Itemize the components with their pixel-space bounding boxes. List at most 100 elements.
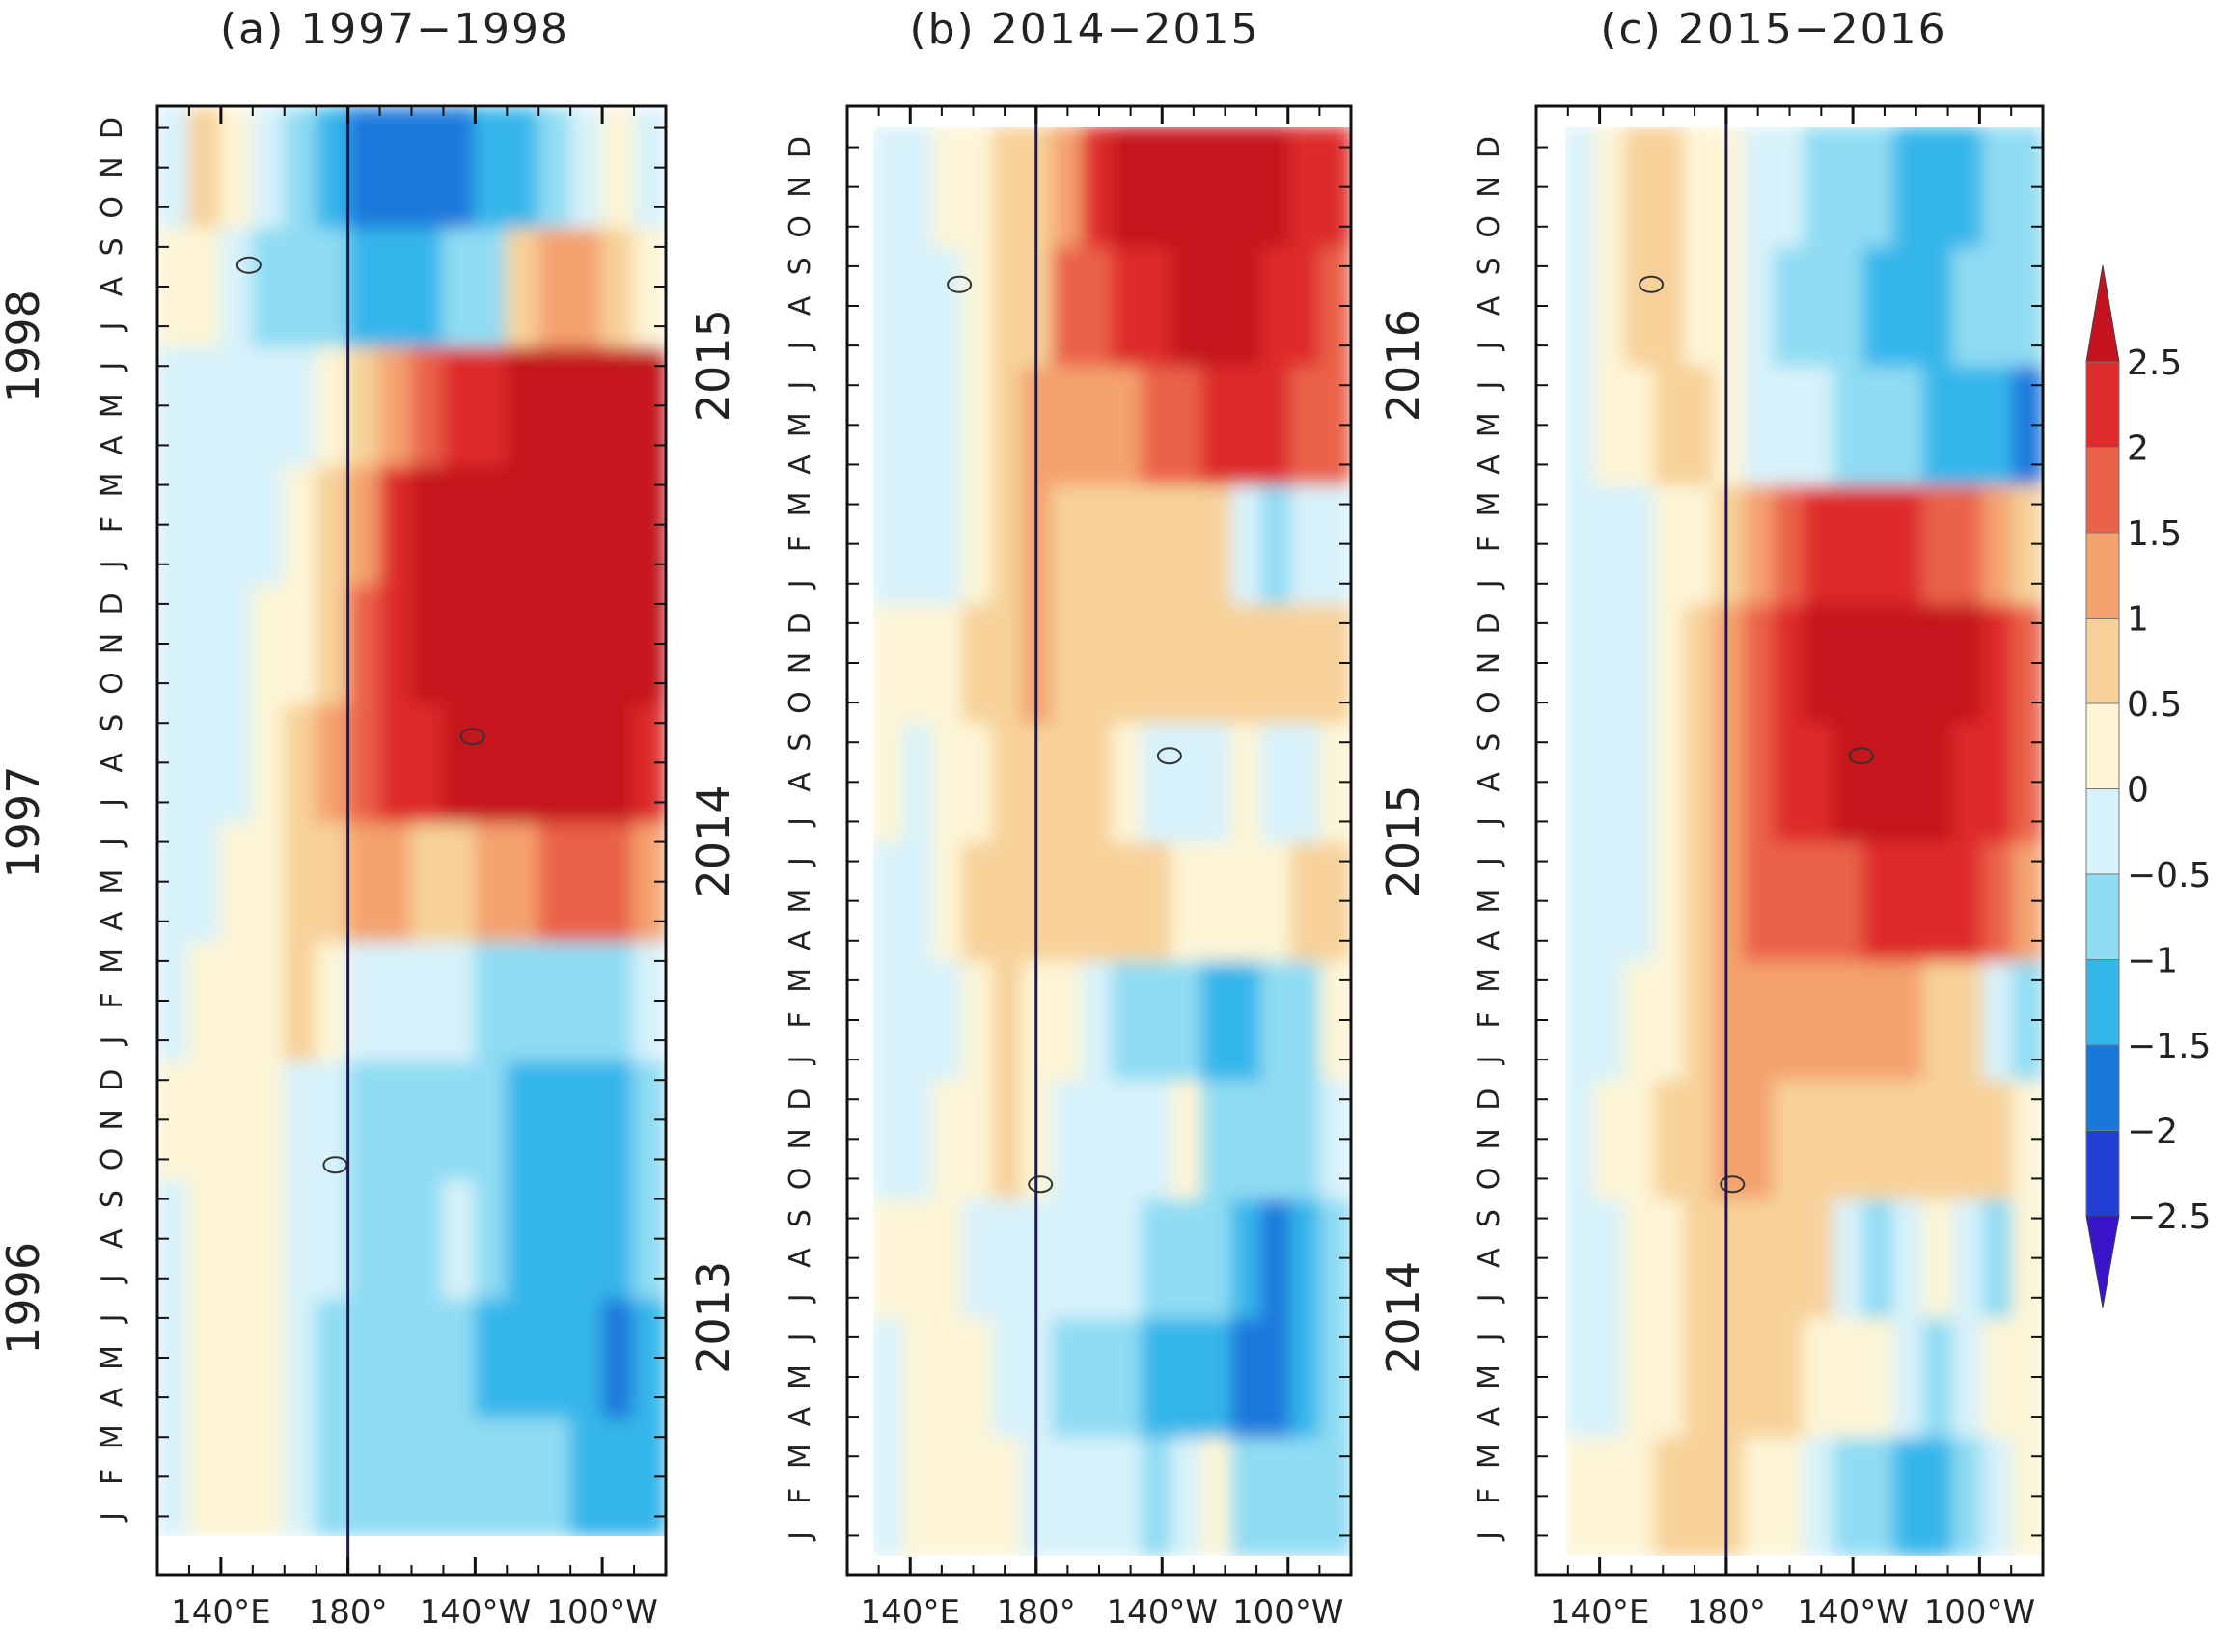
zero-contour-label	[1848, 747, 1874, 765]
y-month-label: J	[96, 1036, 129, 1047]
heatmap-cell	[991, 1198, 1024, 1319]
colorbar-tick-label: −0.5	[2127, 856, 2211, 895]
heatmap-cell	[1803, 483, 1835, 605]
heatmap-cell	[315, 821, 349, 943]
heatmap-cell	[251, 940, 286, 1061]
heatmap-cell	[1260, 602, 1293, 724]
heatmap-cell	[1952, 364, 1985, 485]
heatmap-cell	[1171, 1435, 1203, 1556]
heatmap-cell	[873, 1435, 904, 1556]
x-tick-label: 100°W	[1232, 1593, 1344, 1632]
heatmap-cell	[873, 1316, 904, 1438]
heatmap-cell	[1051, 483, 1084, 605]
y-month-label: J	[96, 1313, 129, 1324]
heatmap-cell	[251, 108, 286, 229]
y-month-label: J	[784, 579, 817, 590]
heatmap-cell	[1141, 364, 1173, 485]
panel-b-title: (b) 2014−2015	[909, 5, 1259, 54]
heatmap-cell	[1743, 245, 1776, 367]
x-tick-label: 140°W	[1797, 1593, 1909, 1632]
colorbar-segment	[2085, 702, 2120, 789]
heatmap-cell	[442, 226, 477, 347]
heatmap-cell	[251, 464, 286, 586]
heatmap-cell	[1111, 959, 1144, 1081]
y-month-label: S	[1473, 733, 1506, 752]
heatmap-cell	[1803, 959, 1835, 1081]
y-month-label: M	[96, 1345, 129, 1370]
y-month-label: A	[784, 295, 817, 316]
heatmap-cell	[537, 226, 572, 347]
heatmap-cell	[1862, 840, 1895, 962]
year-label: 2013	[687, 1261, 739, 1374]
heatmap-cell	[1982, 1316, 2015, 1438]
heatmap-cell	[1653, 840, 1686, 962]
heatmap-cell	[991, 602, 1024, 724]
heatmap-cell	[346, 702, 381, 823]
colorbar-segment	[2085, 532, 2120, 619]
heatmap-cell	[1683, 721, 1716, 842]
heatmap-cell	[1565, 602, 1596, 724]
heatmap-cell	[931, 1078, 964, 1199]
heatmap-cell	[1743, 840, 1776, 962]
y-month-label: A	[96, 911, 129, 931]
colorbar: 2.5 2 1.5 1 0.5 0 −0.5 −1 −1.5 −2 −2.5	[2085, 264, 2211, 1308]
heatmap-cell	[1982, 1078, 2015, 1199]
y-month-label: A	[784, 1248, 817, 1268]
heatmap-cell	[251, 344, 286, 466]
heatmap-cell	[1141, 1316, 1173, 1438]
heatmap-cell	[1290, 959, 1323, 1081]
heatmap-cell	[1653, 1435, 1686, 1556]
heatmap-cell	[1051, 127, 1084, 248]
heatmap-cell	[1623, 483, 1656, 605]
heatmap-cell	[378, 821, 413, 943]
heatmap-cell	[1862, 364, 1895, 485]
heatmap-cell	[506, 226, 540, 347]
heatmap-cell	[474, 226, 509, 347]
heatmap-cell	[1653, 1078, 1686, 1199]
heatmap-cell	[1200, 840, 1233, 962]
heatmap-cell	[219, 702, 254, 823]
y-month-label: S	[784, 257, 817, 275]
heatmap-cell	[961, 1316, 994, 1438]
heatmap-cell	[1623, 127, 1656, 248]
x-tick-label: 140°E	[171, 1593, 270, 1632]
heatmap-cell	[506, 1059, 540, 1180]
heatmap-cell	[1982, 959, 2015, 1081]
heatmap-cell	[569, 1297, 604, 1418]
heatmap-cell	[961, 245, 994, 367]
year-label: 1997	[0, 765, 49, 878]
y-month-label: J	[1473, 1056, 1506, 1066]
heatmap-cell	[1290, 840, 1323, 962]
heatmap-cell	[569, 1178, 604, 1300]
heatmap-cell	[1683, 959, 1716, 1081]
y-month-label: A	[96, 1228, 129, 1249]
panel-a-title: (a) 1997−1998	[220, 5, 569, 54]
zero-contour-label	[459, 728, 485, 746]
heatmap-cell	[1200, 721, 1233, 842]
heatmap-cell	[1832, 1198, 1865, 1319]
heatmap-cell	[442, 821, 477, 943]
heatmap-cell	[601, 940, 636, 1061]
heatmap-cell	[474, 1059, 509, 1180]
heatmap-cell	[1290, 1316, 1323, 1438]
heatmap-cell	[1051, 1198, 1084, 1319]
x-tick-label: 140°E	[861, 1593, 960, 1632]
heatmap-cell	[901, 959, 934, 1081]
heatmap-cell	[1290, 364, 1323, 485]
heatmap-cell	[442, 702, 477, 823]
heatmap-cell	[1230, 602, 1263, 724]
heatmap-cell	[1565, 721, 1596, 842]
colorbar-segment	[2085, 447, 2120, 534]
y-month-label: M	[96, 949, 129, 974]
heatmap-cell	[1892, 127, 1925, 248]
heatmap-cell	[1653, 959, 1686, 1081]
heatmap-cell	[1081, 245, 1114, 367]
colorbar-segment	[2085, 618, 2120, 704]
heatmap-cell	[961, 1078, 994, 1199]
colorbar-tick-label: 2.5	[2127, 344, 2182, 383]
heatmap-cell	[569, 226, 604, 347]
y-month-label: M	[1473, 412, 1506, 437]
heatmap-cell	[315, 702, 349, 823]
y-month-label: O	[1473, 1168, 1506, 1191]
y-month-label: A	[784, 772, 817, 792]
